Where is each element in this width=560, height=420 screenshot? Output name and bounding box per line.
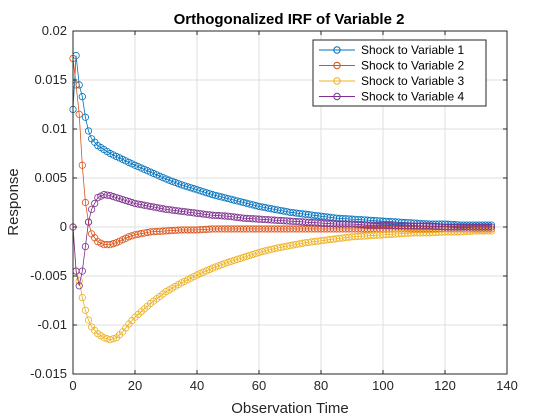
data-point [78,293,86,302]
data-point [78,161,86,169]
y-axis-label: Response [5,168,22,236]
y-tick-label: 0.015 [34,72,67,87]
data-point [84,218,93,226]
legend-box [312,39,487,107]
legend-label: Shock to Variable 2 [361,59,464,73]
legend-label: Shock to Variable 4 [361,90,464,104]
legend-marker [333,92,341,101]
series-line-3 [72,226,492,341]
data-point [162,175,170,183]
x-axis-label: Observation Time [231,400,349,417]
data-point [81,306,90,314]
data-point [75,110,83,118]
data-point [487,223,496,231]
series-4 [69,191,496,290]
x-tick-label: 0 [69,378,76,393]
data-point [81,243,90,251]
series-line-4 [72,194,492,286]
y-tick-label: -0.005 [30,268,67,283]
x-tick-label: 40 [190,378,204,393]
plot-frame [72,30,508,375]
y-tick-label: 0.01 [42,121,67,136]
data-point [168,177,176,185]
data-point [165,176,173,184]
y-tick-label: 0.005 [34,170,67,185]
series-line-1 [72,55,492,226]
data-point [75,282,83,290]
y-tick-label: 0 [60,219,67,234]
x-tick-label: 140 [496,378,518,393]
series-3 [69,223,496,344]
y-tick-label: 0.02 [42,23,67,38]
tick-layer: 0 20 40 60 80 100 120 140 -0.015 -0.01 -0.005 0 0.00… [30,23,518,393]
data-point [88,205,96,213]
data-point [215,262,223,270]
data-point [208,264,217,272]
series-1 [69,51,496,229]
legend-marker [333,46,341,54]
y-tick-label: -0.01 [37,317,67,332]
chart-title: Orthogonalized IRF of Variable 2 [174,11,405,28]
series-layer [69,51,496,344]
data-point [212,263,220,271]
legend-marker [333,61,341,70]
data-point [78,93,86,101]
data-point [109,240,117,248]
x-tick-label: 80 [314,378,328,393]
data-point [78,267,86,275]
y-tick-label: -0.015 [30,366,67,381]
data-point [221,259,229,268]
data-point [91,199,99,208]
x-tick-label: 100 [372,378,394,393]
data-point [109,335,117,343]
data-point [81,198,90,207]
data-point [171,178,179,187]
legend-label: Shock to Variable 1 [361,43,464,57]
data-point [84,316,93,324]
x-tick-label: 120 [434,378,456,393]
data-point [218,261,226,269]
legend-label: Shock to Variable 3 [361,74,464,88]
data-point [484,223,492,231]
legend-marker [333,77,341,85]
data-point [84,127,93,135]
data-point [174,180,182,188]
data-point [81,113,90,121]
x-tick-label: 20 [128,378,142,393]
x-tick-label: 60 [252,378,266,393]
